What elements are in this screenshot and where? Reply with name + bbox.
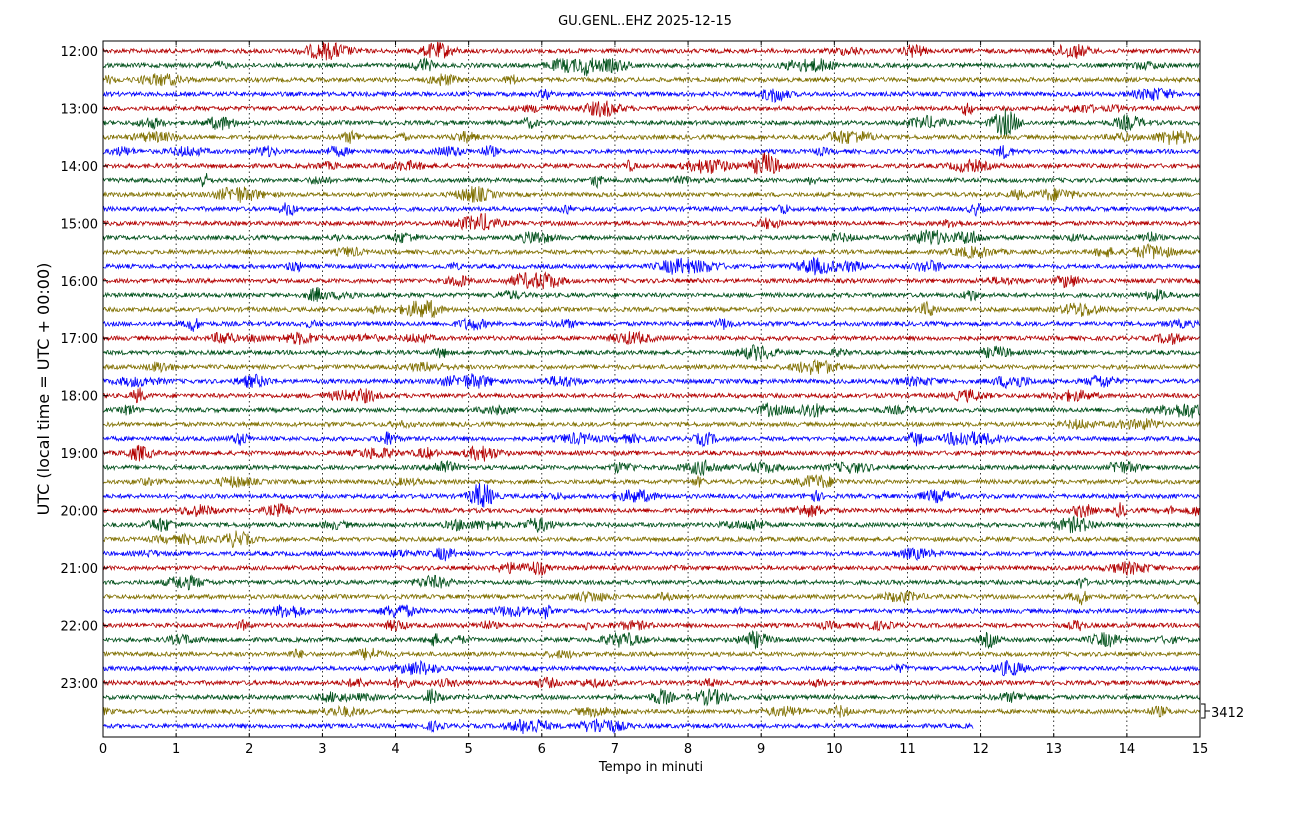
trace-line <box>102 202 1201 217</box>
y-tick-label: 13:00 <box>61 102 98 117</box>
x-tick-label: 2 <box>245 742 253 757</box>
x-tick-label: 5 <box>465 742 473 757</box>
x-tick-label: 7 <box>611 742 619 757</box>
trace-line <box>102 630 1201 650</box>
x-tick-label: 14 <box>1119 742 1136 757</box>
x-tick-label: 10 <box>826 742 843 757</box>
trace-line <box>102 647 1200 661</box>
x-tick-label: 6 <box>538 742 546 757</box>
trace-line <box>102 560 1201 577</box>
x-tick-label: 15 <box>1192 742 1209 757</box>
grid-lines <box>175 41 1128 737</box>
trace-line <box>102 213 1201 231</box>
y-tick-label: 23:00 <box>61 677 98 692</box>
chart-title: GU.GENL..EHZ 2025-12-15 <box>558 14 732 29</box>
y-tick-label: 22:00 <box>61 619 98 634</box>
scale-bar: 3412 <box>1201 703 1244 721</box>
trace-line <box>102 474 1201 489</box>
trace-line <box>102 87 1201 104</box>
trace-line <box>102 459 1201 477</box>
trace-line <box>102 41 1201 61</box>
seismic-traces <box>102 41 1201 735</box>
y-axis-label: UTC (local time = UTC + 00:00) <box>34 263 53 516</box>
trace-line <box>102 688 1201 707</box>
trace-line <box>102 502 1200 519</box>
x-tick-label: 3 <box>318 742 326 757</box>
trace-line <box>102 402 1201 419</box>
trace-line <box>102 676 1201 689</box>
y-tick-label: 12:00 <box>61 45 98 60</box>
y-tick-label: 20:00 <box>61 505 98 520</box>
trace-line <box>102 256 1201 276</box>
x-tick-label: 8 <box>684 742 692 757</box>
trace-line <box>102 286 1201 302</box>
trace-line <box>102 418 1201 431</box>
y-tick-label: 19:00 <box>61 447 98 462</box>
trace-line <box>102 373 1201 390</box>
trace-line <box>102 387 1200 404</box>
trace-line <box>102 57 1201 77</box>
trace-line <box>102 229 1201 246</box>
x-tick-label: 1 <box>172 742 180 757</box>
trace-line <box>102 358 1201 376</box>
x-axis-label: Tempo in minuti <box>598 760 703 775</box>
x-axis: 0 1 2 3 4 5 6 7 8 9 10 11 12 13 14 15 <box>99 41 1208 757</box>
trace-line <box>102 129 1201 146</box>
x-tick-label: 11 <box>899 742 916 757</box>
trace-line <box>102 444 1201 462</box>
trace-line <box>102 330 1201 345</box>
y-tick-label: 15:00 <box>61 217 98 232</box>
trace-line <box>102 704 1201 719</box>
y-tick-label: 16:00 <box>61 275 98 290</box>
x-tick-label: 13 <box>1045 742 1062 757</box>
trace-line <box>102 530 1201 549</box>
trace-line <box>102 299 1201 319</box>
y-axis: 12:00 13:00 14:00 15:00 16:00 17:00 18:00 19:00… <box>61 45 108 692</box>
x-tick-label: 4 <box>391 742 399 757</box>
trace-line <box>102 344 1201 361</box>
y-tick-label: 18:00 <box>61 390 98 405</box>
trace-line <box>102 515 1201 534</box>
trace-line <box>102 73 1201 87</box>
trace-line <box>102 547 1201 562</box>
y-tick-label: 14:00 <box>61 160 98 175</box>
trace-line <box>102 108 1201 137</box>
trace-line <box>102 243 1201 260</box>
trace-line <box>102 483 1201 508</box>
plot-frame <box>102 40 1201 738</box>
scale-bracket <box>1201 703 1210 719</box>
trace-line <box>102 186 1201 203</box>
y-tick-label: 21:00 <box>61 562 98 577</box>
trace-line <box>102 604 1201 620</box>
trace-line <box>102 590 1201 606</box>
x-tick-label: 0 <box>99 742 107 757</box>
trace-line <box>102 659 1200 677</box>
trace-line <box>102 145 1201 160</box>
y-tick-label: 17:00 <box>61 332 98 347</box>
trace-line <box>102 172 1201 190</box>
trace-line <box>102 431 1201 448</box>
trace-line <box>102 317 1201 332</box>
x-tick-label: 12 <box>972 742 989 757</box>
trace-line <box>102 619 1201 632</box>
trace-line <box>102 574 1201 591</box>
trace-line <box>102 100 1201 118</box>
x-tick-label: 9 <box>757 742 765 757</box>
trace-line <box>102 152 1201 175</box>
scale-label: 3412 <box>1211 706 1244 721</box>
trace-line <box>102 271 1201 290</box>
trace-line <box>102 718 974 735</box>
